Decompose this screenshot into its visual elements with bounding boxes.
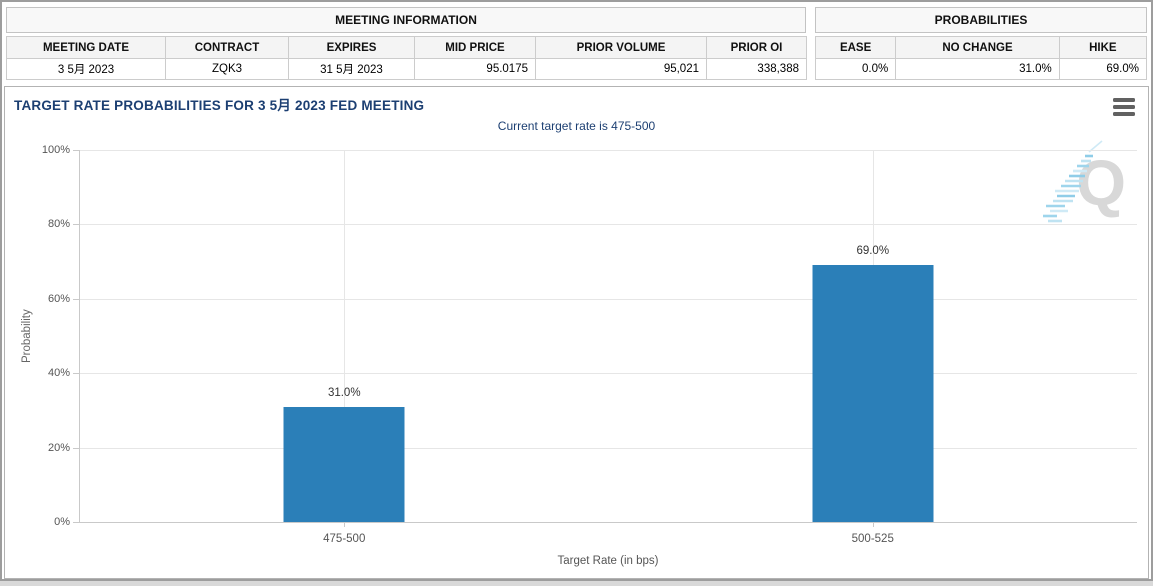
y-axis-tick-label: 20% xyxy=(47,441,70,454)
y-axis-tick-label: 0% xyxy=(54,516,70,528)
ease-value: 0.0% xyxy=(814,58,897,80)
probabilities-panel: PROBABILITIES EASE NO CHANGE HIKE 0.0% 3… xyxy=(814,7,1148,80)
bar-475-500[interactable] xyxy=(283,406,405,522)
y-gridline xyxy=(80,373,1137,375)
y-axis-tick xyxy=(73,298,79,300)
chart-subtitle: Current target rate is 475-500 xyxy=(497,119,656,133)
table-header-row: EASE NO CHANGE HIKE xyxy=(814,36,1148,59)
col-no-change: NO CHANGE xyxy=(895,36,1060,59)
col-expires: EXPIRES xyxy=(288,36,415,59)
x-axis-title: Target Rate (in bps) xyxy=(557,555,659,567)
y-axis-tick xyxy=(73,224,79,226)
hike-value: 69.0% xyxy=(1058,58,1148,80)
chart-panel: TARGET RATE PROBABILITIES FOR 3 5月 2023 … xyxy=(4,86,1149,579)
menu-bar xyxy=(1113,98,1135,102)
menu-bar xyxy=(1113,112,1135,116)
col-mid-price: MID PRICE xyxy=(414,36,536,59)
bar-value-label: 31.0% xyxy=(327,386,361,399)
y-axis-tick xyxy=(73,150,79,151)
menu-bar xyxy=(1113,105,1135,109)
y-gridline xyxy=(80,224,1137,226)
x-gridline xyxy=(344,150,346,522)
probabilities-table: EASE NO CHANGE HIKE 0.0% 31.0% 69.0% xyxy=(814,36,1148,80)
meeting-date-value: 3 5月 2023 xyxy=(6,58,166,80)
expires-value: 31 5月 2023 xyxy=(288,58,415,80)
meeting-information-panel: MEETING INFORMATION MEETING DATE CONTRAC… xyxy=(6,7,807,80)
y-gridline xyxy=(80,150,1137,151)
mid-price-value: 95.0175 xyxy=(414,58,536,80)
y-axis-tick-label: 60% xyxy=(47,292,70,305)
bar-value-label: 69.0% xyxy=(856,245,890,258)
col-prior-volume: PRIOR VOLUME xyxy=(535,36,707,59)
table-row: 3 5月 2023 ZQK3 31 5月 2023 95.0175 95,021… xyxy=(6,58,807,80)
col-contract: CONTRACT xyxy=(165,36,289,59)
col-meeting-date: MEETING DATE xyxy=(6,36,166,59)
contract-value: ZQK3 xyxy=(165,58,289,80)
plot-area: 0% 20% 40% 60% 80% 100% 31.0% 475-500 69.0% 500-5… xyxy=(42,144,1137,545)
x-axis-tick-label: 475-500 xyxy=(323,533,366,545)
prior-volume-value: 95,021 xyxy=(535,58,707,80)
meeting-information-title: MEETING INFORMATION xyxy=(6,7,806,33)
y-axis-tick xyxy=(73,522,79,523)
hamburger-menu-icon[interactable] xyxy=(1112,97,1136,117)
col-ease: EASE xyxy=(814,36,897,59)
col-hike: HIKE xyxy=(1058,36,1148,59)
y-axis-tick-label: 100% xyxy=(41,144,70,156)
y-axis-tick-label: 80% xyxy=(47,218,70,231)
probabilities-title: PROBABILITIES xyxy=(815,7,1147,33)
y-axis-tick-label: 40% xyxy=(47,367,70,380)
y-axis-tick xyxy=(73,373,79,375)
table-row: 0.0% 31.0% 69.0% xyxy=(814,58,1148,80)
x-axis-tick-label: 500-525 xyxy=(851,533,894,545)
y-gridline xyxy=(80,298,1137,300)
x-axis-tick xyxy=(344,522,346,527)
table-header-row: MEETING DATE CONTRACT EXPIRES MID PRICE … xyxy=(6,36,807,59)
y-gridline xyxy=(80,447,1137,449)
bar-500-525[interactable] xyxy=(812,265,934,522)
y-axis-title: Probability xyxy=(21,309,33,364)
x-axis-tick xyxy=(872,522,874,527)
chart-title: TARGET RATE PROBABILITIES FOR 3 5月 2023 … xyxy=(14,98,425,113)
meeting-information-table: MEETING DATE CONTRACT EXPIRES MID PRICE … xyxy=(6,36,807,80)
y-axis-tick xyxy=(73,447,79,449)
no-change-value: 31.0% xyxy=(895,58,1060,80)
prior-oi-value: 338,388 xyxy=(706,58,807,80)
col-prior-oi: PRIOR OI xyxy=(706,36,807,59)
